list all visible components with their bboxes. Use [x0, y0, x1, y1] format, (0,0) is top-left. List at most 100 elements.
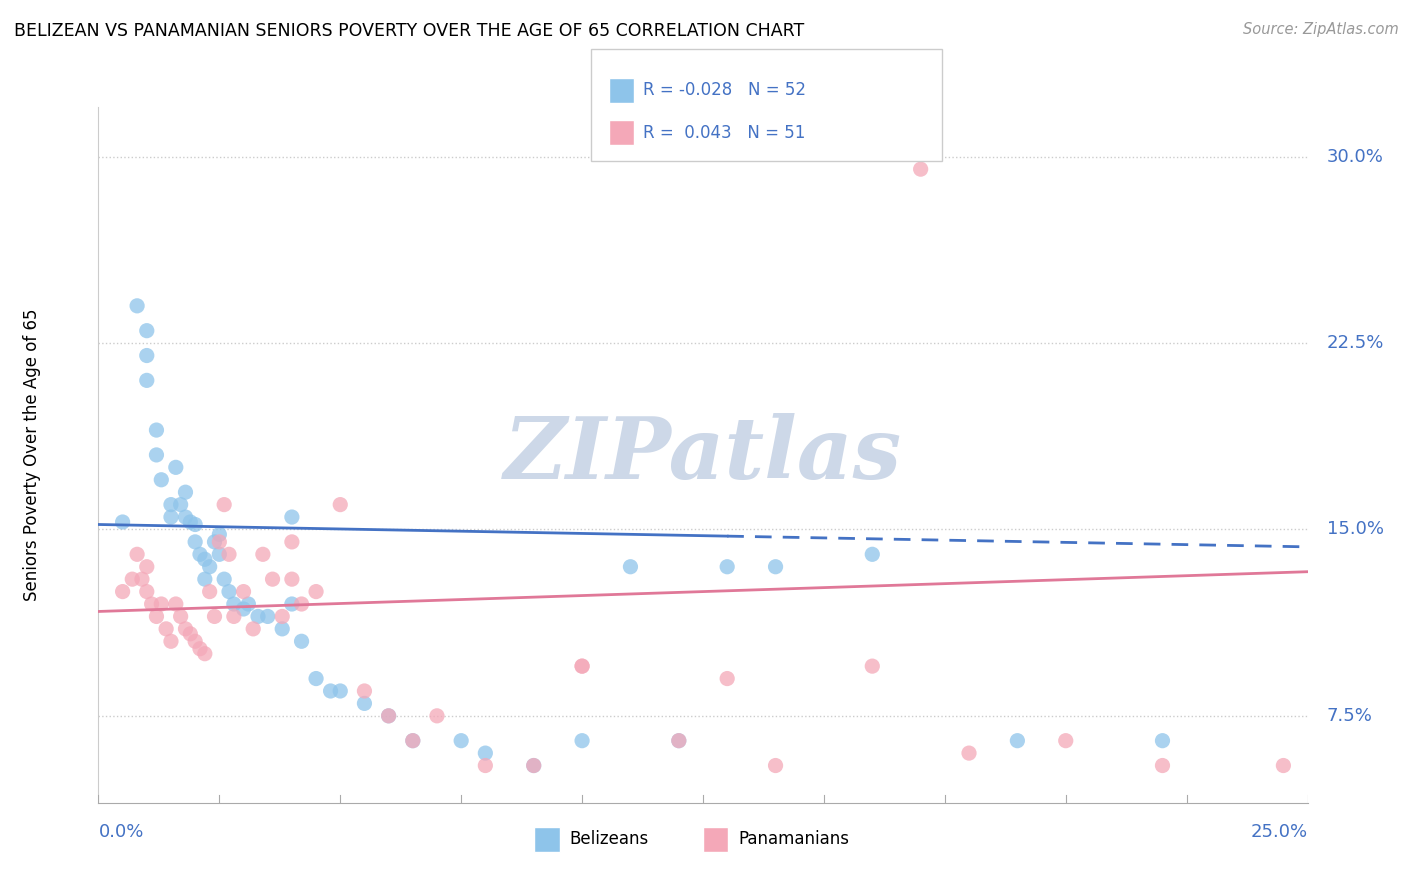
Point — [242, 622, 264, 636]
Point — [127, 547, 149, 561]
Point — [198, 584, 221, 599]
Text: 22.5%: 22.5% — [1327, 334, 1385, 352]
Point — [619, 559, 641, 574]
Point — [329, 684, 352, 698]
Point — [1152, 733, 1174, 747]
Point — [141, 597, 163, 611]
Point — [218, 547, 240, 561]
Point — [135, 324, 157, 338]
Text: 25.0%: 25.0% — [1250, 822, 1308, 840]
Point — [353, 697, 375, 711]
Point — [194, 552, 217, 566]
Point — [402, 733, 425, 747]
Point — [111, 515, 134, 529]
Point — [222, 609, 245, 624]
Point — [150, 597, 173, 611]
Point — [1007, 733, 1029, 747]
Point — [165, 460, 187, 475]
Point — [377, 708, 399, 723]
Point — [957, 746, 980, 760]
Point — [256, 609, 278, 624]
Point — [155, 622, 177, 636]
Point — [571, 733, 593, 747]
Point — [135, 559, 157, 574]
Point — [571, 659, 593, 673]
Point — [208, 547, 231, 561]
Point — [860, 659, 883, 673]
Text: Panamanians: Panamanians — [738, 830, 849, 848]
Point — [131, 572, 153, 586]
Point — [353, 684, 375, 698]
Point — [271, 609, 294, 624]
Text: R =  0.043   N = 51: R = 0.043 N = 51 — [643, 124, 804, 142]
Point — [377, 708, 399, 723]
Point — [194, 647, 217, 661]
Point — [305, 584, 328, 599]
Text: ZIPatlas: ZIPatlas — [503, 413, 903, 497]
Point — [188, 641, 211, 656]
Text: R = -0.028   N = 52: R = -0.028 N = 52 — [643, 81, 806, 99]
Point — [765, 758, 787, 772]
Point — [145, 423, 167, 437]
Point — [668, 733, 690, 747]
Point — [222, 597, 245, 611]
Text: Source: ZipAtlas.com: Source: ZipAtlas.com — [1243, 22, 1399, 37]
Point — [188, 547, 211, 561]
Text: Seniors Poverty Over the Age of 65: Seniors Poverty Over the Age of 65 — [22, 309, 41, 601]
Point — [194, 572, 217, 586]
Text: 7.5%: 7.5% — [1327, 706, 1372, 725]
Point — [426, 708, 449, 723]
Point — [184, 634, 207, 648]
Point — [1054, 733, 1077, 747]
Point — [174, 485, 197, 500]
Point — [232, 584, 254, 599]
Point — [160, 498, 183, 512]
Point — [262, 572, 284, 586]
Point — [127, 299, 149, 313]
Point — [121, 572, 143, 586]
Point — [474, 746, 496, 760]
Point — [212, 572, 235, 586]
Point — [271, 622, 294, 636]
Point — [281, 535, 304, 549]
Point — [218, 584, 240, 599]
Point — [716, 672, 738, 686]
Point — [281, 597, 304, 611]
Point — [402, 733, 425, 747]
Text: 15.0%: 15.0% — [1327, 520, 1384, 539]
Text: BELIZEAN VS PANAMANIAN SENIORS POVERTY OVER THE AGE OF 65 CORRELATION CHART: BELIZEAN VS PANAMANIAN SENIORS POVERTY O… — [14, 22, 804, 40]
Point — [232, 602, 254, 616]
Point — [247, 609, 270, 624]
Point — [450, 733, 472, 747]
Point — [204, 609, 226, 624]
Point — [208, 527, 231, 541]
Point — [910, 162, 932, 177]
Point — [860, 547, 883, 561]
Point — [668, 733, 690, 747]
Point — [160, 510, 183, 524]
Point — [135, 373, 157, 387]
Point — [135, 584, 157, 599]
Point — [290, 634, 312, 648]
Point — [329, 498, 352, 512]
Point — [571, 659, 593, 673]
Point — [150, 473, 173, 487]
Point — [179, 627, 201, 641]
Point — [174, 510, 197, 524]
Point — [165, 597, 187, 611]
Point — [716, 559, 738, 574]
Point — [1152, 758, 1174, 772]
Point — [169, 498, 191, 512]
Point — [184, 517, 207, 532]
Point — [145, 609, 167, 624]
Point — [305, 672, 328, 686]
Point — [523, 758, 546, 772]
Point — [174, 622, 197, 636]
Point — [169, 609, 191, 624]
Point — [281, 572, 304, 586]
Point — [1272, 758, 1295, 772]
Point — [198, 559, 221, 574]
Point — [252, 547, 274, 561]
Text: Belizeans: Belizeans — [569, 830, 648, 848]
Point — [160, 634, 183, 648]
